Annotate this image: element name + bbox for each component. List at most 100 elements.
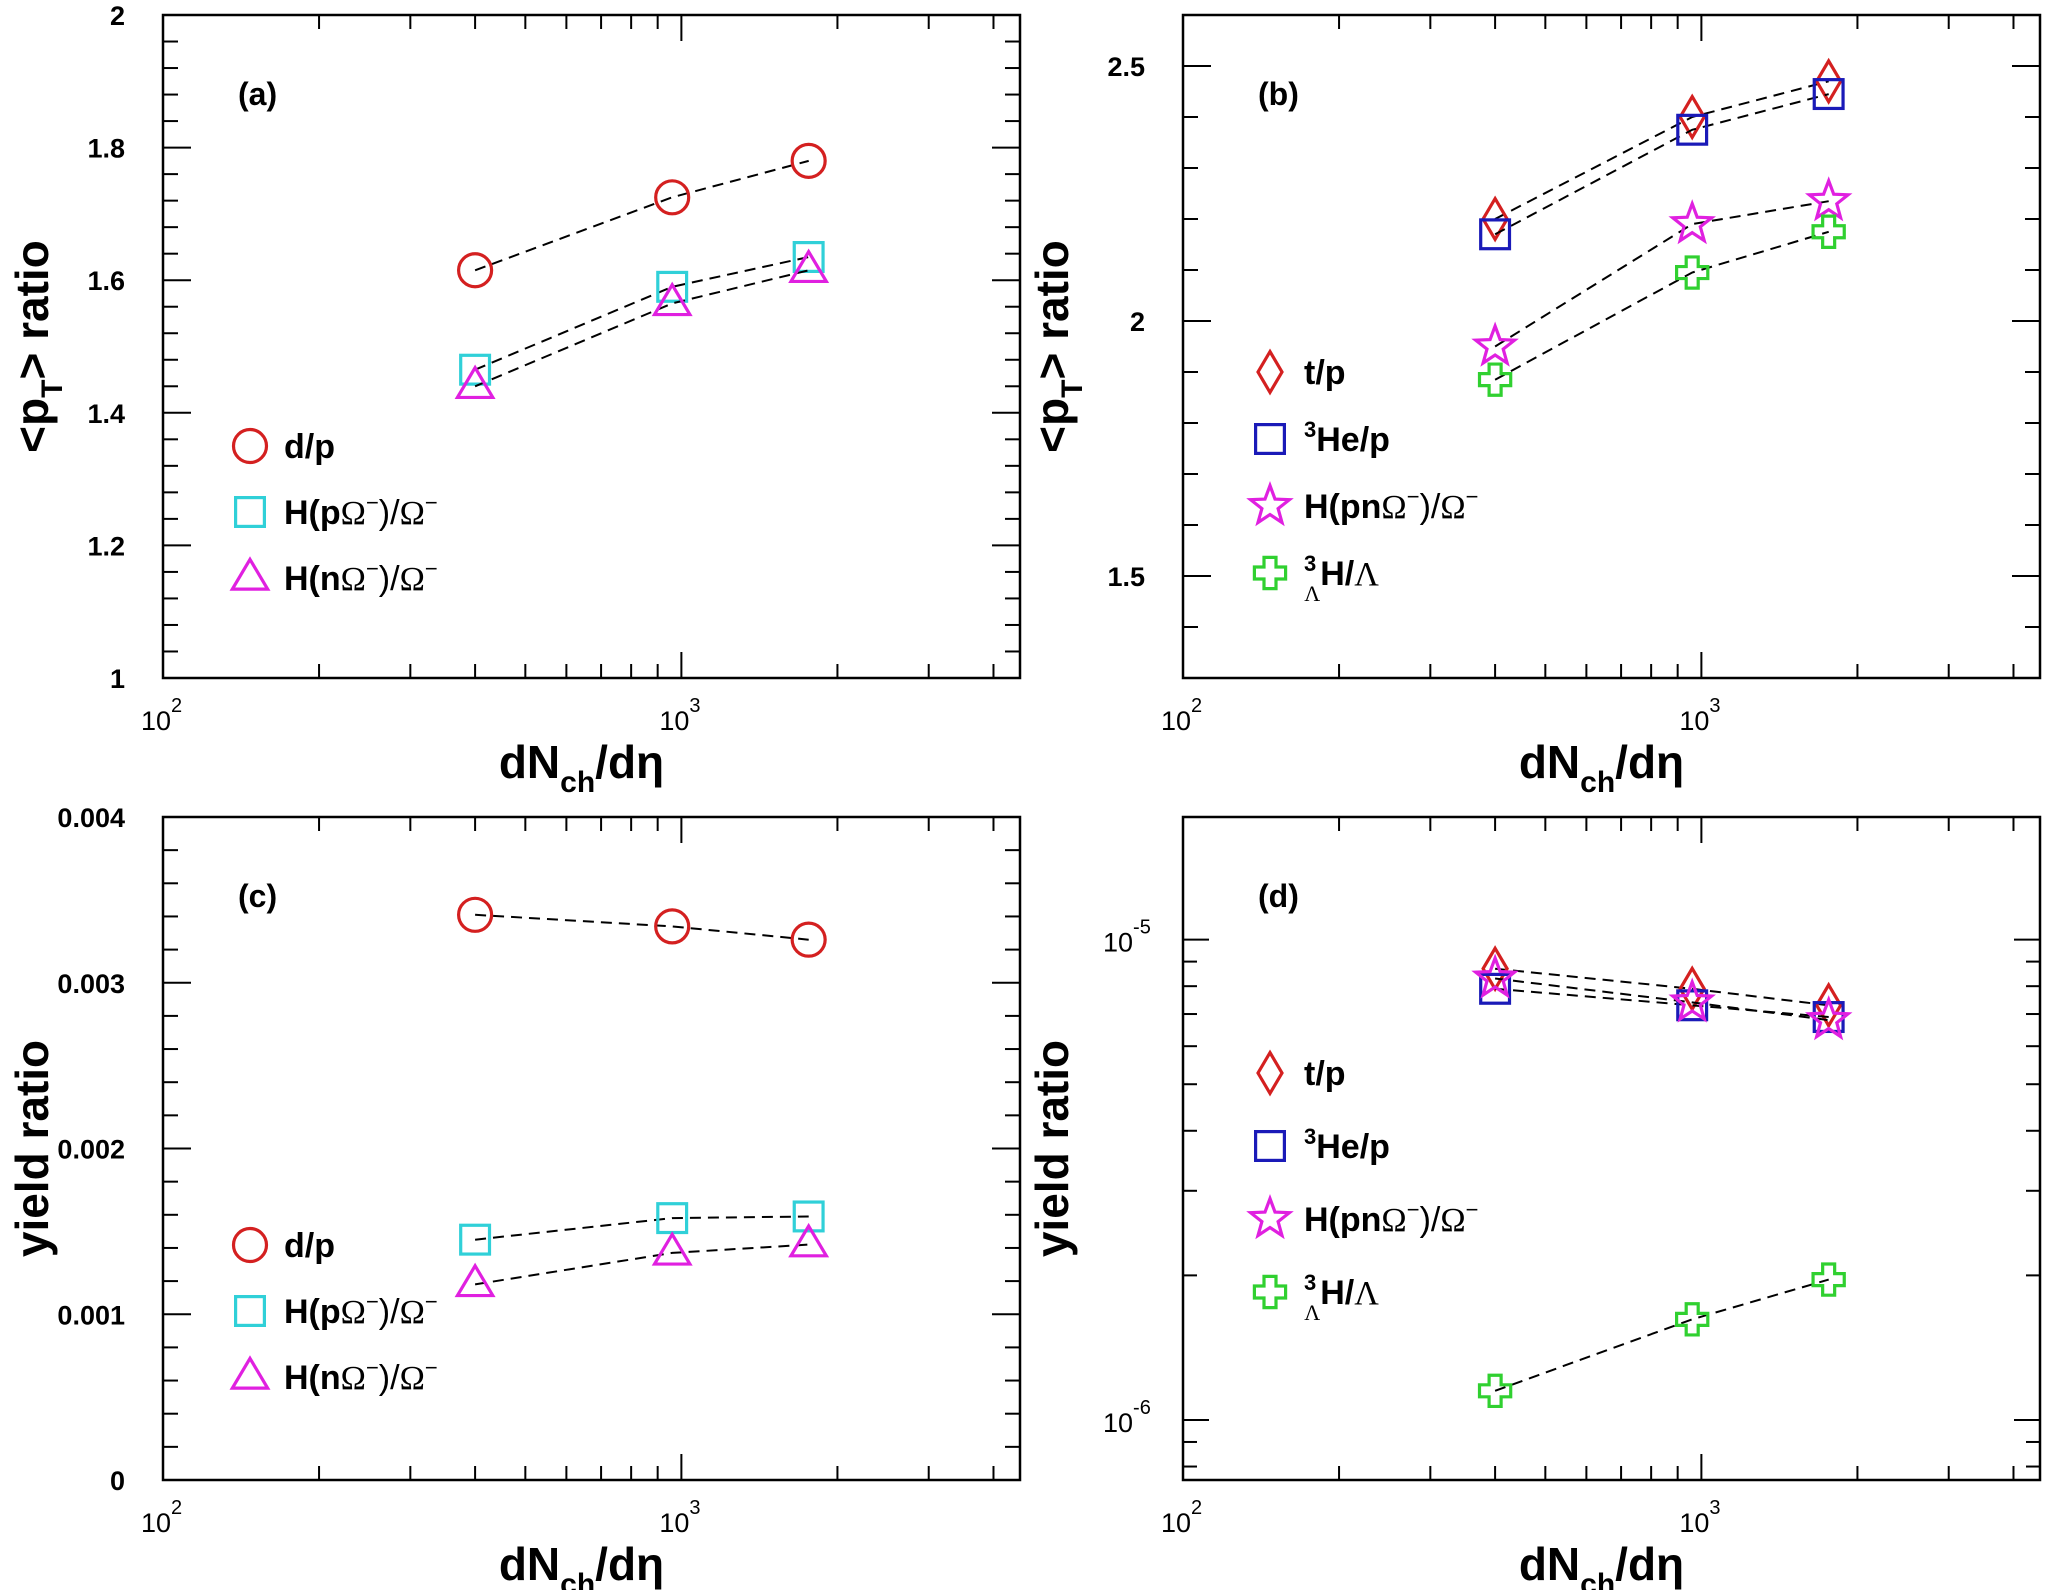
y-tick-label: 1.5	[1107, 562, 1145, 592]
data-point	[459, 353, 492, 386]
data-point	[1471, 321, 1519, 367]
legend-main: Ω	[400, 1294, 425, 1331]
legend-label: H(pnΩ−)/Ω−	[1304, 1197, 1478, 1239]
legend-main: )/	[1420, 488, 1441, 526]
x-title-rest: /dη	[1615, 1538, 1684, 1590]
legend-sup: 3	[1304, 1124, 1316, 1149]
legend-marker	[229, 556, 271, 591]
legend-main: Λ	[1354, 556, 1379, 593]
panel-label: (d)	[1258, 878, 1299, 914]
legend-main: )/	[1420, 1201, 1441, 1239]
legend-marker	[1253, 423, 1286, 456]
series-line	[1494, 967, 1829, 1007]
legend-sup: 3	[1304, 417, 1316, 442]
legend-main: Ω	[1440, 1202, 1465, 1239]
data-point	[1674, 1302, 1710, 1337]
x-tick-base: 10	[141, 706, 171, 736]
x-tick-exp: 3	[689, 695, 700, 717]
x-title-main: dN	[1519, 736, 1580, 788]
legend-main: Ω	[1440, 489, 1465, 526]
y-tick-label: 2	[110, 1, 125, 31]
data-point	[1674, 255, 1710, 290]
x-title-main: dN	[499, 736, 560, 788]
legend-main: )/	[379, 1359, 400, 1397]
y-tick-label: 1	[110, 664, 125, 694]
x-tick-exp: 3	[1709, 695, 1720, 717]
series-line	[1494, 93, 1829, 236]
y-title-main: <p	[1026, 398, 1078, 453]
legend-main: Ω	[400, 1360, 425, 1397]
data-point	[651, 281, 693, 317]
y-tick-label: 1.6	[87, 266, 125, 296]
series-line	[474, 256, 809, 371]
data-point	[456, 896, 494, 933]
series-line	[474, 1215, 809, 1241]
plot-frame	[1181, 815, 2042, 1482]
legend-marker	[1246, 480, 1294, 527]
x-title-sub: ch	[1580, 766, 1615, 799]
legend-marker	[234, 496, 267, 529]
x-tick-label: 102	[1161, 1497, 1202, 1538]
x-tick-label: 102	[141, 1497, 182, 1538]
x-title-main: dN	[1519, 1538, 1580, 1590]
legend-marker	[1246, 1193, 1294, 1240]
legend-sup: 3	[1304, 551, 1316, 576]
y-axis-title: <pT> ratio	[1026, 240, 1089, 453]
legend-main: H(pn	[1304, 1201, 1381, 1239]
legend-sup: −	[1466, 484, 1479, 509]
legend-main: Ω	[341, 495, 366, 532]
legend-marker	[1256, 1049, 1284, 1097]
data-point	[1668, 977, 1716, 1023]
legend-label: 3 ΛH/Λ	[1304, 551, 1379, 606]
y-tick-label: 10-6	[1103, 1397, 1151, 1438]
legend-main: Ω	[1381, 1202, 1406, 1239]
legend-main: t/p	[1304, 1055, 1346, 1093]
x-tick-exp: 2	[1191, 1497, 1202, 1519]
legend-label: H(nΩ−)/Ω−	[284, 1355, 438, 1397]
legend-main: d/p	[284, 1227, 335, 1265]
legend-sup: −	[425, 1355, 438, 1380]
y-axis-title: <pT> ratio	[6, 240, 69, 453]
data-point	[656, 270, 689, 303]
legend-label: H(pnΩ−)/Ω−	[1304, 484, 1478, 526]
legend-marker	[229, 1355, 271, 1390]
data-point	[788, 248, 830, 284]
series-1	[1481, 57, 1843, 243]
x-tick-base: 10	[1161, 706, 1191, 736]
series-2	[1479, 78, 1845, 251]
legend-marker	[1252, 1274, 1288, 1310]
x-tick-label: 103	[659, 1497, 700, 1538]
x-axis-title: dNch/dη	[1519, 736, 1684, 799]
legend-main: H(n	[284, 1359, 341, 1397]
y-tick-label: 10-5	[1103, 917, 1151, 958]
y-tick-label: 0.004	[57, 803, 125, 833]
data-point	[790, 142, 827, 179]
data-point	[1676, 989, 1709, 1022]
legend-main: H/	[1320, 1274, 1355, 1312]
x-title-rest: /dη	[595, 736, 664, 788]
data-point	[454, 1262, 496, 1298]
legend-main: H(pn	[1304, 488, 1381, 526]
data-point	[1814, 57, 1843, 105]
y-tick-exp: -5	[1133, 917, 1151, 939]
panel-label: (a)	[238, 76, 277, 112]
legend-label: H(pΩ−)/Ω−	[284, 490, 438, 532]
data-point	[1668, 199, 1716, 245]
legend-marker	[1253, 1129, 1286, 1162]
legend-main: Ω	[341, 1360, 366, 1397]
series-2	[459, 240, 825, 386]
legend-main: d/p	[284, 428, 335, 466]
x-tick-label: 103	[659, 695, 700, 736]
x-tick-base: 10	[1161, 1508, 1191, 1538]
legend-sub: Λ	[1304, 581, 1320, 606]
legend-sup: −	[425, 1289, 438, 1314]
data-point	[1811, 1262, 1846, 1297]
data-point	[651, 1231, 693, 1266]
y-title-rest: > ratio	[6, 240, 58, 379]
legend-main: He/p	[1316, 421, 1390, 459]
legend-sup: −	[366, 1289, 379, 1314]
legend-main: H/	[1320, 555, 1355, 593]
data-point	[792, 240, 825, 273]
x-axis-title: dNch/dη	[1519, 1538, 1684, 1590]
